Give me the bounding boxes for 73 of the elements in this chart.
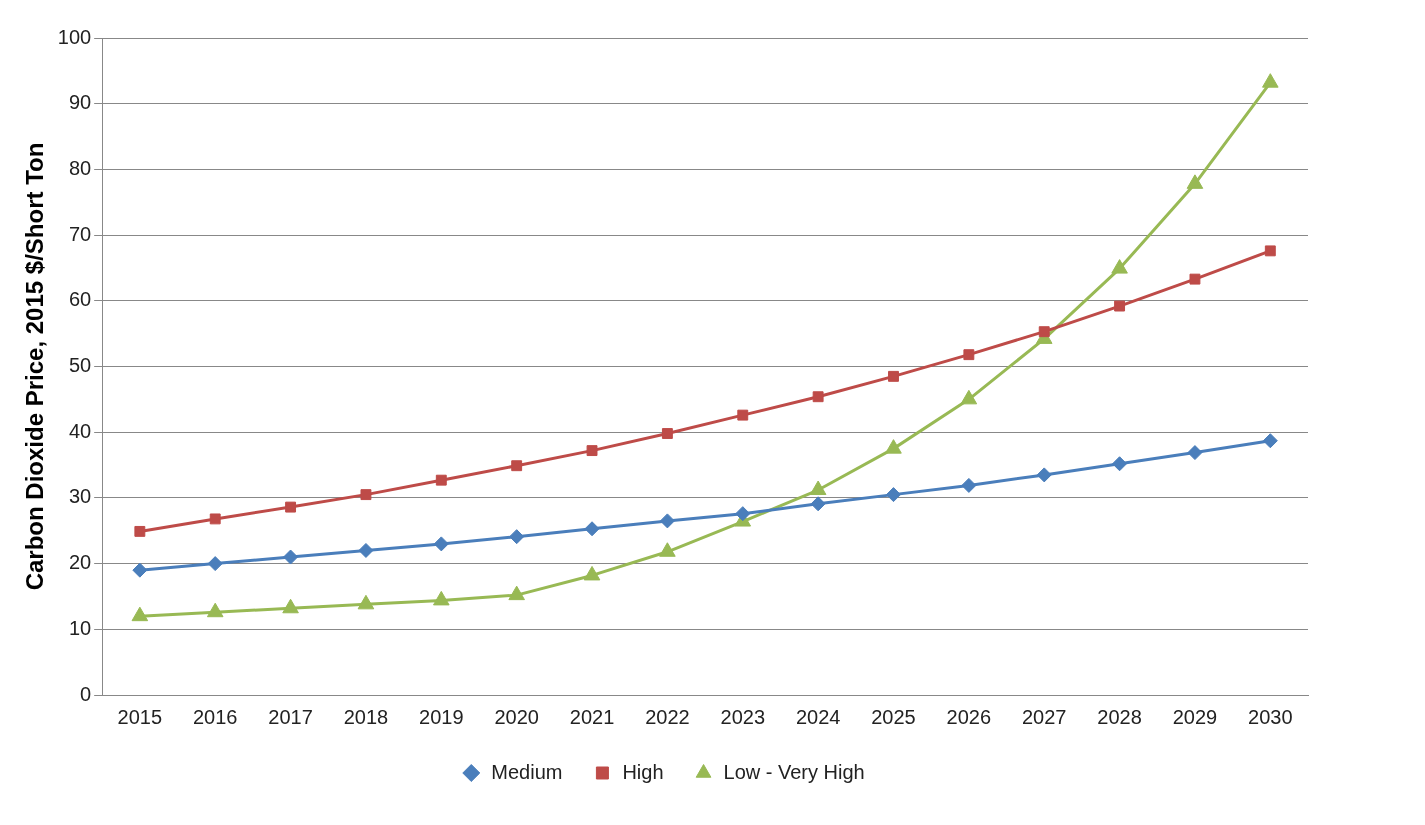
- point: [1112, 456, 1128, 472]
- x-tick-label: 2024: [795, 705, 841, 728]
- point: [963, 349, 975, 361]
- x-tick-label: 2029: [1172, 705, 1218, 728]
- legend-label: High: [622, 760, 664, 783]
- point: [209, 513, 221, 525]
- x-tick-label: 2023: [720, 705, 766, 728]
- legend-label: Medium: [491, 760, 563, 783]
- y-tick-label: 70: [68, 222, 92, 245]
- x-tick-label: 2028: [1097, 705, 1142, 728]
- point: [583, 565, 601, 581]
- x-tick-label: 2027: [1021, 705, 1067, 728]
- y-axis-title: Carbon Dioxide Price, 2015 $/Short Ton: [21, 142, 49, 591]
- point: [433, 536, 449, 552]
- point: [1189, 273, 1201, 285]
- point: [735, 506, 751, 522]
- point: [1264, 245, 1276, 257]
- x-tick-label: 2020: [494, 705, 539, 728]
- point: [132, 562, 148, 578]
- point: [433, 590, 450, 606]
- point: [809, 480, 827, 496]
- point: [358, 542, 374, 558]
- y-tick-label: 60: [68, 288, 92, 311]
- point: [659, 513, 675, 529]
- point: [737, 409, 749, 421]
- point: [885, 439, 902, 454]
- x-tick-label: 2015: [117, 705, 163, 728]
- point: [282, 598, 299, 614]
- point: [435, 474, 447, 486]
- point: [285, 501, 297, 513]
- point: [961, 477, 977, 493]
- point: [1036, 467, 1052, 483]
- y-tick-label: 40: [68, 419, 92, 442]
- point: [1262, 433, 1278, 449]
- y-tick-label: 20: [68, 551, 92, 574]
- point: [357, 594, 375, 610]
- point: [812, 391, 824, 403]
- point: [360, 489, 372, 501]
- point: [509, 529, 525, 545]
- point: [1187, 445, 1203, 461]
- point: [134, 525, 146, 537]
- point: [584, 521, 600, 537]
- x-tick-label: 2025: [871, 705, 916, 728]
- point: [206, 602, 224, 618]
- x-tick-label: 2022: [645, 705, 690, 728]
- x-tick-label: 2017: [268, 705, 313, 728]
- x-tick-label: 2019: [419, 705, 464, 728]
- y-tick-label: 0: [80, 682, 92, 705]
- x-tick-label: 2018: [343, 705, 389, 728]
- point: [207, 556, 223, 572]
- point: [1038, 326, 1050, 338]
- y-tick-label: 100: [57, 25, 92, 48]
- y-tick-label: 90: [68, 91, 92, 114]
- point: [508, 585, 525, 601]
- point: [511, 460, 523, 472]
- point: [1114, 300, 1126, 312]
- x-tick-label: 2021: [569, 705, 615, 728]
- x-tick-label: 2030: [1248, 705, 1293, 728]
- point: [131, 606, 149, 622]
- point: [283, 549, 299, 565]
- point: [659, 542, 676, 557]
- x-tick-label: 2016: [192, 705, 238, 728]
- y-tick-label: 80: [68, 156, 92, 179]
- point: [810, 496, 826, 512]
- y-tick-label: 30: [68, 485, 92, 508]
- legend-label: Low - Very High: [723, 760, 865, 783]
- point: [661, 428, 673, 439]
- point: [886, 487, 901, 503]
- point: [586, 445, 598, 457]
- y-tick-label: 50: [68, 354, 92, 377]
- y-tick-label: 10: [68, 616, 92, 639]
- point: [888, 370, 899, 382]
- x-tick-label: 2026: [946, 705, 992, 728]
